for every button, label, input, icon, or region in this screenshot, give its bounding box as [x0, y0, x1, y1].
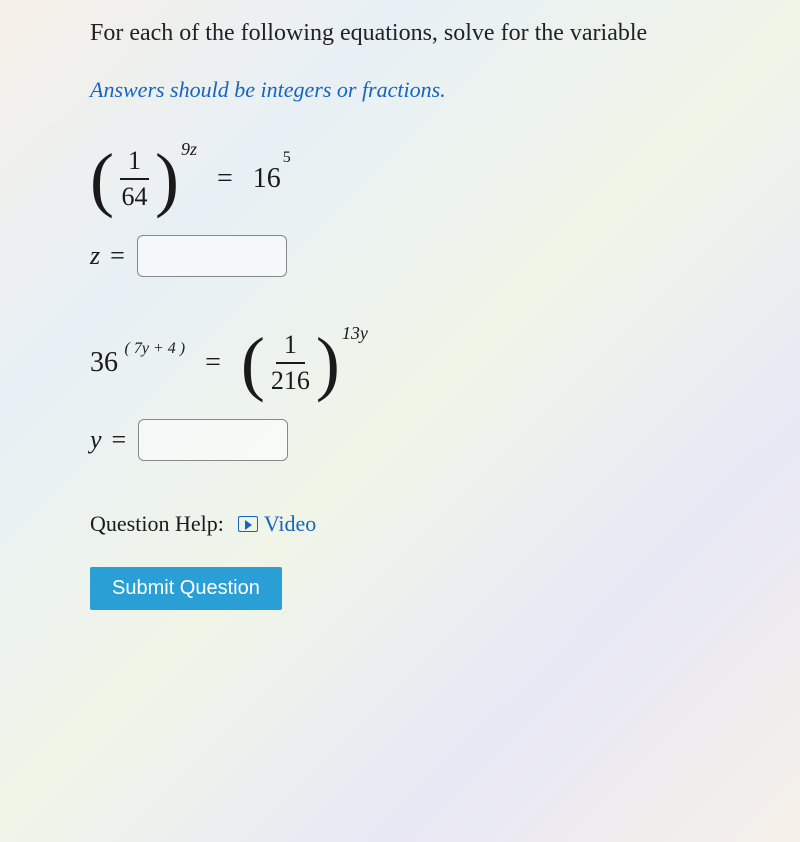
open-paren: (: [90, 143, 114, 215]
open-paren: (: [241, 327, 265, 399]
rhs-base: 16: [253, 163, 281, 195]
video-icon: [238, 516, 258, 532]
question-help-row: Question Help: Video: [90, 511, 800, 537]
lhs-power: 36 ( 7y + 4 ): [90, 347, 185, 379]
close-paren: ): [155, 143, 179, 215]
z-input[interactable]: [137, 235, 287, 277]
fraction-denominator: 64: [121, 180, 147, 212]
close-paren: ): [316, 327, 340, 399]
submit-question-button[interactable]: Submit Question: [90, 567, 282, 610]
video-link-text: Video: [264, 511, 316, 537]
lhs-base: 36: [90, 347, 118, 378]
fraction-numerator: 1: [276, 330, 305, 364]
equation-2: 36 ( 7y + 4 ) = ( 1 216 ) 13y: [90, 327, 800, 399]
equals-sign: =: [112, 425, 127, 455]
variable-z: z: [90, 241, 100, 271]
equation-1: ( 1 64 ) 9z = 16 5: [90, 143, 800, 215]
outer-exponent: 13y: [342, 323, 368, 344]
fraction-1-over-216: 1 216: [271, 330, 310, 396]
help-label: Question Help:: [90, 511, 224, 537]
instruction-text: For each of the following equations, sol…: [90, 20, 800, 47]
equals-sign: =: [110, 241, 125, 271]
equation-1-block: ( 1 64 ) 9z = 16 5 z =: [90, 143, 800, 277]
fraction-numerator: 1: [120, 146, 149, 180]
answer-row-z: z =: [90, 235, 800, 277]
variable-y: y: [90, 425, 102, 455]
y-input[interactable]: [138, 419, 288, 461]
equals-sign: =: [205, 347, 221, 379]
equation-2-block: 36 ( 7y + 4 ) = ( 1 216 ) 13y y =: [90, 327, 800, 461]
fraction-denominator: 216: [271, 364, 310, 396]
outer-exponent: 9z: [181, 139, 197, 160]
answer-row-y: y =: [90, 419, 800, 461]
hint-text: Answers should be integers or fractions.: [90, 77, 800, 103]
lhs-exponent: ( 7y + 4 ): [125, 340, 186, 357]
fraction-1-over-64: 1 64: [120, 146, 149, 212]
rhs-power: 16 5: [253, 163, 291, 195]
equals-sign: =: [217, 163, 233, 195]
rhs-exponent: 5: [283, 149, 291, 167]
video-link[interactable]: Video: [238, 511, 316, 537]
